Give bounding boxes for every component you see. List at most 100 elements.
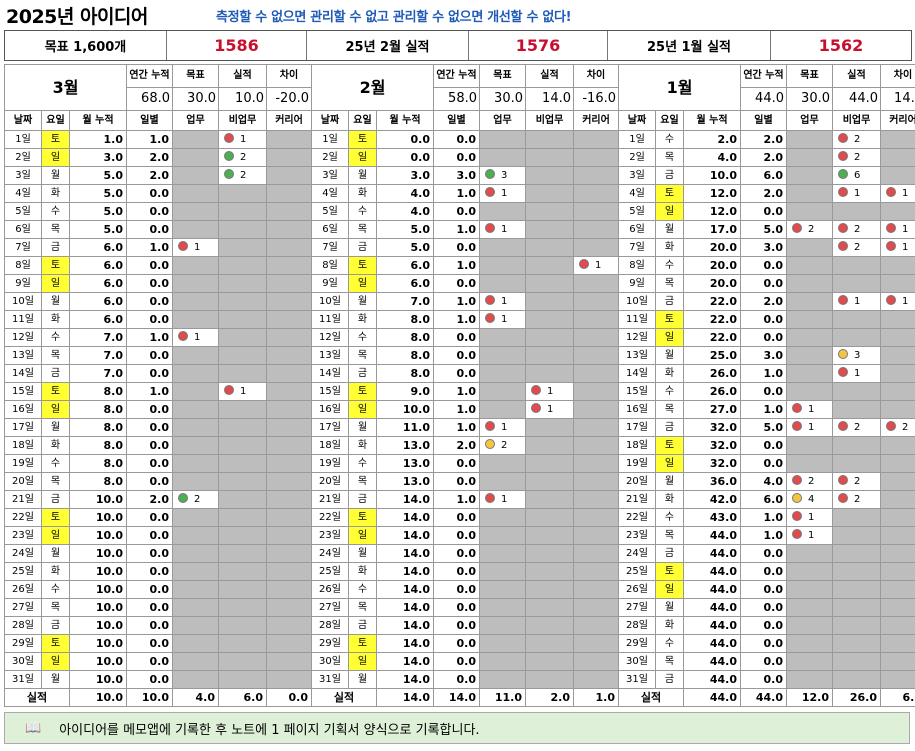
- day-month-cum[interactable]: 44.0: [683, 598, 741, 617]
- day-nonwork-cell[interactable]: [832, 256, 881, 275]
- day-work-cell[interactable]: 1: [172, 328, 219, 347]
- day-work-cell[interactable]: [479, 346, 526, 365]
- day-nonwork-cell[interactable]: [525, 166, 574, 185]
- day-career-cell[interactable]: [266, 184, 312, 203]
- day-work-cell[interactable]: [786, 580, 833, 599]
- day-career-cell[interactable]: [266, 634, 312, 653]
- day-career-cell[interactable]: [266, 526, 312, 545]
- day-daily[interactable]: 0.0: [126, 346, 173, 365]
- day-work-cell[interactable]: [786, 184, 833, 203]
- day-month-cum[interactable]: 26.0: [683, 382, 741, 401]
- day-month-cum[interactable]: 22.0: [683, 292, 741, 311]
- day-career-cell[interactable]: [266, 400, 312, 419]
- day-career-cell[interactable]: [880, 310, 915, 329]
- day-month-cum[interactable]: 36.0: [683, 472, 741, 491]
- day-month-cum[interactable]: 12.0: [683, 184, 741, 203]
- day-daily[interactable]: 0.0: [433, 346, 480, 365]
- day-career-cell[interactable]: [266, 202, 312, 221]
- day-daily[interactable]: 0.0: [740, 256, 787, 275]
- day-work-cell[interactable]: 1: [786, 508, 833, 527]
- day-month-cum[interactable]: 42.0: [683, 490, 741, 509]
- day-month-cum[interactable]: 8.0: [376, 328, 434, 347]
- day-daily[interactable]: 0.0: [126, 634, 173, 653]
- day-career-cell[interactable]: 1: [880, 184, 915, 203]
- day-daily[interactable]: 2.0: [740, 184, 787, 203]
- diff-value[interactable]: -20.0: [266, 87, 312, 111]
- day-nonwork-cell[interactable]: [832, 310, 881, 329]
- day-nonwork-cell[interactable]: [832, 400, 881, 419]
- day-career-cell[interactable]: [266, 220, 312, 239]
- day-work-cell[interactable]: [172, 652, 219, 671]
- day-nonwork-cell[interactable]: [218, 202, 267, 221]
- day-month-cum[interactable]: 7.0: [69, 328, 127, 347]
- day-career-cell[interactable]: [573, 364, 619, 383]
- day-daily[interactable]: 0.0: [740, 328, 787, 347]
- day-career-cell[interactable]: [573, 202, 619, 221]
- day-month-cum[interactable]: 8.0: [376, 346, 434, 365]
- day-nonwork-cell[interactable]: [525, 238, 574, 257]
- day-work-cell[interactable]: [479, 256, 526, 275]
- day-daily[interactable]: 1.0: [126, 328, 173, 347]
- day-work-cell[interactable]: [479, 526, 526, 545]
- day-month-cum[interactable]: 6.0: [69, 310, 127, 329]
- day-work-cell[interactable]: [479, 130, 526, 149]
- day-work-cell[interactable]: 3: [479, 166, 526, 185]
- day-career-cell[interactable]: [573, 436, 619, 455]
- day-month-cum[interactable]: 13.0: [376, 436, 434, 455]
- day-month-cum[interactable]: 22.0: [683, 328, 741, 347]
- day-nonwork-cell[interactable]: [218, 454, 267, 473]
- day-nonwork-cell[interactable]: [218, 508, 267, 527]
- day-work-cell[interactable]: [479, 364, 526, 383]
- day-career-cell[interactable]: [880, 256, 915, 275]
- day-month-cum[interactable]: 8.0: [69, 382, 127, 401]
- day-work-cell[interactable]: 1: [786, 526, 833, 545]
- day-work-cell[interactable]: [172, 184, 219, 203]
- day-nonwork-cell[interactable]: [525, 598, 574, 617]
- day-work-cell[interactable]: 1: [479, 184, 526, 203]
- day-month-cum[interactable]: 10.0: [69, 562, 127, 581]
- day-career-cell[interactable]: [573, 544, 619, 563]
- day-career-cell[interactable]: [880, 652, 915, 671]
- day-month-cum[interactable]: 6.0: [69, 238, 127, 257]
- day-month-cum[interactable]: 2.0: [683, 130, 741, 149]
- day-career-cell[interactable]: [573, 526, 619, 545]
- day-daily[interactable]: 0.0: [433, 508, 480, 527]
- day-work-cell[interactable]: [172, 166, 219, 185]
- day-career-cell[interactable]: [266, 166, 312, 185]
- day-month-cum[interactable]: 7.0: [69, 364, 127, 383]
- day-career-cell[interactable]: [880, 580, 915, 599]
- day-month-cum[interactable]: 22.0: [683, 310, 741, 329]
- day-daily[interactable]: 1.0: [740, 364, 787, 383]
- day-nonwork-cell[interactable]: [218, 544, 267, 563]
- day-daily[interactable]: 0.0: [433, 238, 480, 257]
- day-daily[interactable]: 0.0: [433, 202, 480, 221]
- day-month-cum[interactable]: 10.0: [69, 634, 127, 653]
- day-career-cell[interactable]: [573, 238, 619, 257]
- day-month-cum[interactable]: 8.0: [69, 436, 127, 455]
- day-nonwork-cell[interactable]: [218, 220, 267, 239]
- day-daily[interactable]: 0.0: [126, 598, 173, 617]
- day-daily[interactable]: 0.0: [126, 472, 173, 491]
- day-work-cell[interactable]: [172, 382, 219, 401]
- day-work-cell[interactable]: [786, 310, 833, 329]
- day-work-cell[interactable]: [479, 652, 526, 671]
- goal-value[interactable]: 1586: [167, 31, 307, 60]
- day-work-cell[interactable]: [786, 202, 833, 221]
- day-nonwork-cell[interactable]: [525, 364, 574, 383]
- day-month-cum[interactable]: 8.0: [69, 454, 127, 473]
- day-daily[interactable]: 0.0: [740, 382, 787, 401]
- day-daily[interactable]: 0.0: [126, 202, 173, 221]
- day-daily[interactable]: 0.0: [433, 580, 480, 599]
- day-work-cell[interactable]: [172, 364, 219, 383]
- day-nonwork-cell[interactable]: 1: [218, 382, 267, 401]
- day-career-cell[interactable]: [573, 274, 619, 293]
- day-work-cell[interactable]: [479, 238, 526, 257]
- day-work-cell[interactable]: [479, 382, 526, 401]
- day-nonwork-cell[interactable]: [525, 292, 574, 311]
- day-daily[interactable]: 0.0: [126, 580, 173, 599]
- annual-cum-value[interactable]: 58.0: [433, 87, 480, 111]
- day-nonwork-cell[interactable]: [525, 310, 574, 329]
- annual-cum-value[interactable]: 44.0: [740, 87, 787, 111]
- day-month-cum[interactable]: 14.0: [376, 670, 434, 689]
- day-nonwork-cell[interactable]: 1: [832, 292, 881, 311]
